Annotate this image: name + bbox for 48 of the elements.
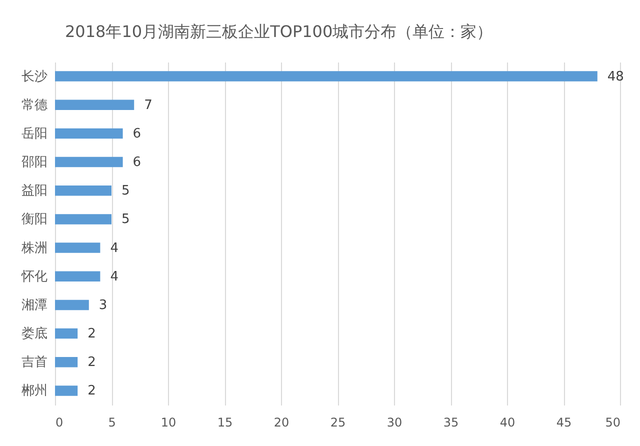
y-tick-label: 岳阳	[22, 126, 48, 142]
bar	[55, 156, 123, 168]
data-label: 5	[122, 212, 130, 228]
x-tick-label: 10	[160, 416, 176, 430]
y-tick-label: 株洲	[20, 240, 48, 256]
y-tick-label: 常德	[22, 98, 48, 113]
x-tick-label: 40	[500, 416, 516, 430]
data-label: 5	[122, 184, 130, 199]
data-label: 2	[88, 355, 96, 370]
data-label: 3	[98, 298, 108, 313]
y-tick-label: 长沙	[22, 69, 48, 84]
bar	[55, 242, 100, 253]
bar	[55, 300, 89, 310]
bar	[55, 356, 78, 368]
x-tick-label: 15	[217, 416, 233, 430]
y-tick-label: 衡阳	[22, 212, 48, 228]
bar	[55, 185, 112, 196]
y-tick-label: 娄底	[22, 326, 48, 342]
bar	[55, 328, 78, 339]
data-label: 7	[144, 98, 152, 113]
data-label: 6	[132, 126, 142, 142]
y-tick-label: 吉首	[22, 355, 48, 370]
bar	[55, 128, 123, 139]
x-tick-label: 30	[386, 416, 402, 430]
x-tick-label: 0	[56, 416, 64, 430]
bar	[55, 214, 112, 224]
x-tick-label: 50	[605, 416, 620, 430]
y-tick-label: 怀化	[20, 269, 48, 284]
bar	[55, 271, 100, 282]
data-label: 48	[607, 69, 624, 84]
bar	[55, 100, 134, 110]
y-tick-label: 益阳	[22, 184, 48, 199]
bar	[55, 71, 598, 82]
x-tick-label: 25	[330, 416, 346, 430]
data-label: 2	[88, 326, 96, 342]
data-label: 6	[132, 155, 142, 170]
x-tick-label: 20	[274, 416, 290, 430]
data-label: 2	[88, 384, 96, 399]
x-tick-label: 5	[108, 416, 116, 430]
y-tick-label: 邵阳	[22, 155, 48, 170]
chart-title: 2018年10月湖南新三板企业TOP100城市分布（单位：家）	[65, 22, 493, 41]
y-tick-label: 湘潭	[22, 298, 48, 313]
data-label: 4	[110, 240, 118, 256]
data-label: 4	[110, 269, 118, 284]
x-tick-label: 35	[443, 416, 459, 430]
y-tick-label: 郴州	[22, 384, 48, 399]
x-tick-label: 45	[556, 416, 572, 430]
bar	[55, 386, 78, 396]
